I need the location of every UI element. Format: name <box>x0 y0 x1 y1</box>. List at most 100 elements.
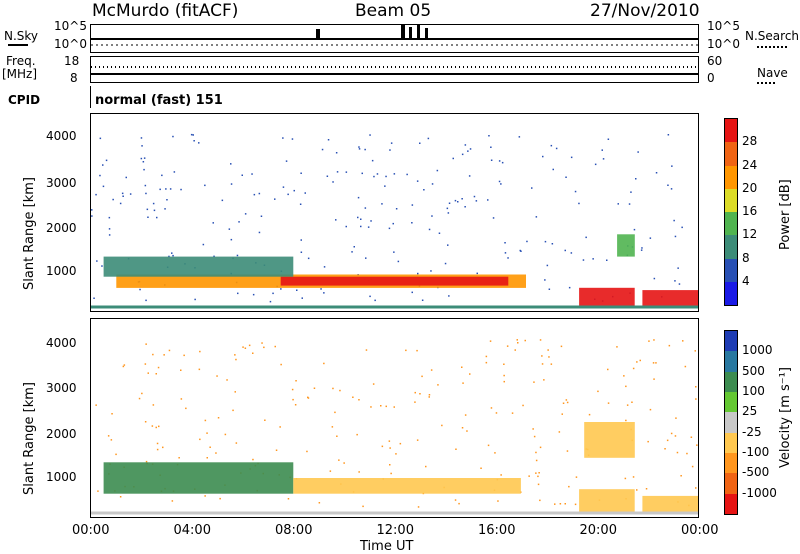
scatter-point <box>667 134 670 136</box>
scatter-point <box>550 363 553 365</box>
echo-band-2 <box>579 489 635 512</box>
scatter-point <box>230 183 233 185</box>
scatter-point <box>500 474 502 476</box>
scatter-point <box>393 251 395 253</box>
scatter-point <box>357 196 360 199</box>
scatter-point <box>287 193 289 196</box>
scatter-point <box>655 362 657 364</box>
time-axis-label: Time UT <box>360 539 414 554</box>
scatter-point <box>448 295 450 297</box>
scatter-point <box>108 234 111 236</box>
scatter-point <box>547 349 549 351</box>
scatter-point <box>447 244 449 246</box>
scatter-point <box>690 436 693 438</box>
scatter-point <box>537 483 540 486</box>
scatter-point <box>274 345 276 348</box>
freq-trace <box>91 66 698 75</box>
scatter-point <box>275 449 278 451</box>
nsearch-legend-line <box>757 46 787 48</box>
scatter-point <box>190 133 193 136</box>
nave-tick-bottom: 0 <box>707 71 715 85</box>
scatter-point <box>381 203 383 205</box>
scatter-point <box>631 401 633 403</box>
scatter-point <box>172 135 174 138</box>
scatter-point <box>253 193 256 196</box>
scatter-point <box>125 176 127 179</box>
scatter-point <box>99 174 101 177</box>
scatter-point <box>625 419 627 422</box>
scatter-point <box>236 254 239 257</box>
scatter-point <box>204 419 207 422</box>
velocity-colorbar-label: Velocity [m s⁻¹] <box>778 367 793 468</box>
scatter-point <box>628 203 631 205</box>
scatter-point <box>248 344 251 347</box>
scatter-point <box>360 225 362 228</box>
scatter-point <box>421 375 423 378</box>
scatter-point <box>507 257 509 259</box>
scatter-point <box>335 152 338 154</box>
nave-label: Nave <box>757 66 788 80</box>
noise-tick-right-bottom: 10^0 <box>707 37 740 51</box>
scatter-point <box>533 435 536 438</box>
scatter-point <box>444 262 447 265</box>
scatter-point <box>555 147 558 150</box>
scatter-point <box>221 199 224 202</box>
scatter-point <box>469 373 471 375</box>
scatter-point <box>399 442 402 445</box>
colorbar-segment <box>725 165 737 189</box>
scatter-point <box>490 407 493 409</box>
scatter-point <box>217 417 220 419</box>
scatter-point <box>455 448 457 450</box>
scatter-point <box>323 362 325 365</box>
scatter-point <box>411 291 413 294</box>
scatter-point <box>578 202 580 205</box>
scatter-point <box>282 186 285 188</box>
colorbar-segment <box>725 351 737 372</box>
scatter-point <box>380 405 382 407</box>
scatter-point <box>636 489 638 491</box>
scatter-point <box>538 472 540 474</box>
scatter-point <box>695 386 697 388</box>
scatter-point <box>437 384 439 386</box>
scatter-point <box>541 355 543 357</box>
scatter-point <box>296 289 298 291</box>
scatter-point <box>485 361 488 364</box>
power-ytick-4000: 4000 <box>46 129 77 143</box>
colorbar-segment <box>725 188 737 212</box>
scatter-point <box>332 387 334 390</box>
scatter-point <box>461 198 463 200</box>
x-tick-label: 00:00 <box>72 523 110 538</box>
scatter-point <box>544 240 547 243</box>
scatter-point <box>327 139 330 141</box>
scatter-point <box>204 184 206 187</box>
scatter-point <box>473 195 476 198</box>
scatter-point <box>198 368 201 371</box>
scatter-point <box>99 137 102 140</box>
scatter-point <box>464 206 466 208</box>
scatter-point <box>358 146 360 148</box>
colorbar-segment <box>725 432 737 453</box>
scatter-point <box>607 402 610 404</box>
scatter-point <box>172 254 174 257</box>
scatter-point <box>506 345 509 347</box>
scatter-point <box>504 242 506 244</box>
scatter-point <box>108 216 111 219</box>
scatter-point <box>353 246 355 248</box>
colorbar-tick-label: 4 <box>742 273 750 288</box>
scatter-point <box>356 433 358 436</box>
scatter-point <box>111 413 113 415</box>
scatter-point <box>431 183 434 185</box>
scatter-point <box>321 148 324 151</box>
scatter-point <box>498 160 501 162</box>
scatter-point <box>653 277 656 280</box>
scatter-point <box>145 343 147 345</box>
scatter-point <box>369 134 371 136</box>
scatter-point <box>392 222 394 225</box>
scatter-point <box>535 459 538 462</box>
scatter-point <box>280 363 282 366</box>
scatter-point <box>416 349 418 352</box>
scatter-point <box>112 198 114 201</box>
colorbar-segment <box>725 371 737 392</box>
scatter-point <box>554 503 556 505</box>
colorbar-tick-label: 8 <box>742 250 750 265</box>
